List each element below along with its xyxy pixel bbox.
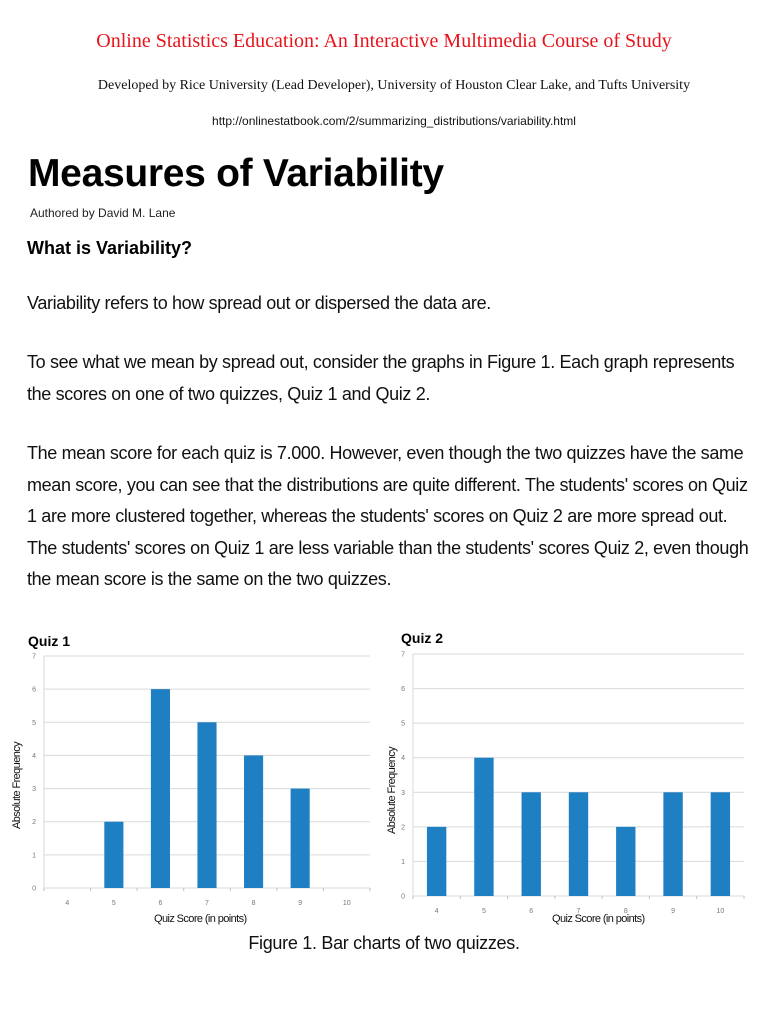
- paragraph-definition: Variability refers to how spread out or …: [27, 293, 491, 313]
- x-tick-label: 4: [435, 908, 439, 915]
- x-tick-label: 6: [529, 908, 533, 915]
- x-tick-label: 8: [624, 908, 628, 915]
- bar-8: [616, 826, 636, 896]
- x-tick-label: 6: [158, 900, 162, 907]
- y-tick-label: 2: [32, 819, 36, 826]
- bar-5: [104, 821, 124, 888]
- y-tick-label: 3: [401, 790, 405, 797]
- bar-6: [150, 689, 170, 888]
- paragraph-figure-intro: To see what we mean by spread out, consi…: [27, 352, 735, 404]
- chart-title: Quiz 1: [28, 633, 71, 649]
- figure-caption: Figure 1. Bar charts of two quizzes.: [248, 933, 520, 953]
- bar-7: [197, 722, 217, 888]
- y-tick-label: 7: [401, 652, 405, 659]
- bar-9: [663, 792, 683, 896]
- y-tick-label: 6: [32, 687, 36, 694]
- x-tick-label: 7: [577, 908, 581, 915]
- x-tick-label: 7: [205, 900, 209, 907]
- x-axis-label: Quiz Score (in points): [154, 913, 247, 925]
- x-tick-label: 10: [343, 900, 351, 907]
- y-tick-label: 5: [32, 720, 36, 727]
- x-tick-label: 8: [252, 900, 256, 907]
- x-axis-label: Quiz Score (in points): [552, 913, 645, 925]
- y-tick-label: 4: [401, 755, 405, 762]
- author-byline: Authored by David M. Lane: [30, 206, 176, 220]
- bar-6: [521, 792, 541, 896]
- chart-title: Quiz 2: [401, 630, 444, 646]
- section-heading: What is Variability?: [27, 238, 193, 258]
- bar-9: [290, 788, 310, 888]
- y-tick-label: 1: [401, 859, 405, 866]
- x-tick-label: 10: [716, 908, 724, 915]
- x-tick-label: 9: [671, 908, 675, 915]
- bar-5: [474, 757, 494, 896]
- x-tick-label: 9: [298, 900, 302, 907]
- y-tick-label: 5: [401, 721, 405, 728]
- y-tick-label: 6: [401, 686, 405, 693]
- y-tick-label: 4: [32, 753, 36, 760]
- x-tick-label: 4: [65, 900, 69, 907]
- y-tick-label: 2: [401, 824, 405, 831]
- y-tick-label: 0: [32, 886, 36, 893]
- y-tick-label: 1: [32, 852, 36, 859]
- paragraph-mean-comparison: The mean score for each quiz is 7.000. H…: [27, 443, 749, 589]
- y-tick-label: 0: [401, 894, 405, 901]
- site-title: Online Statistics Education: An Interact…: [96, 30, 672, 52]
- y-tick-label: 7: [32, 654, 36, 661]
- bar-7: [568, 792, 589, 896]
- page-title: Measures of Variability: [28, 152, 444, 195]
- x-tick-label: 5: [482, 908, 486, 915]
- page-url: http://onlinestatbook.com/2/summarizing_…: [212, 114, 576, 128]
- bar-4: [426, 826, 447, 896]
- y-tick-label: 3: [32, 786, 36, 793]
- bar-8: [244, 755, 264, 888]
- developed-by-text: Developed by Rice University (Lead Devel…: [97, 78, 691, 93]
- bar-10: [710, 792, 731, 896]
- x-tick-label: 5: [112, 900, 116, 907]
